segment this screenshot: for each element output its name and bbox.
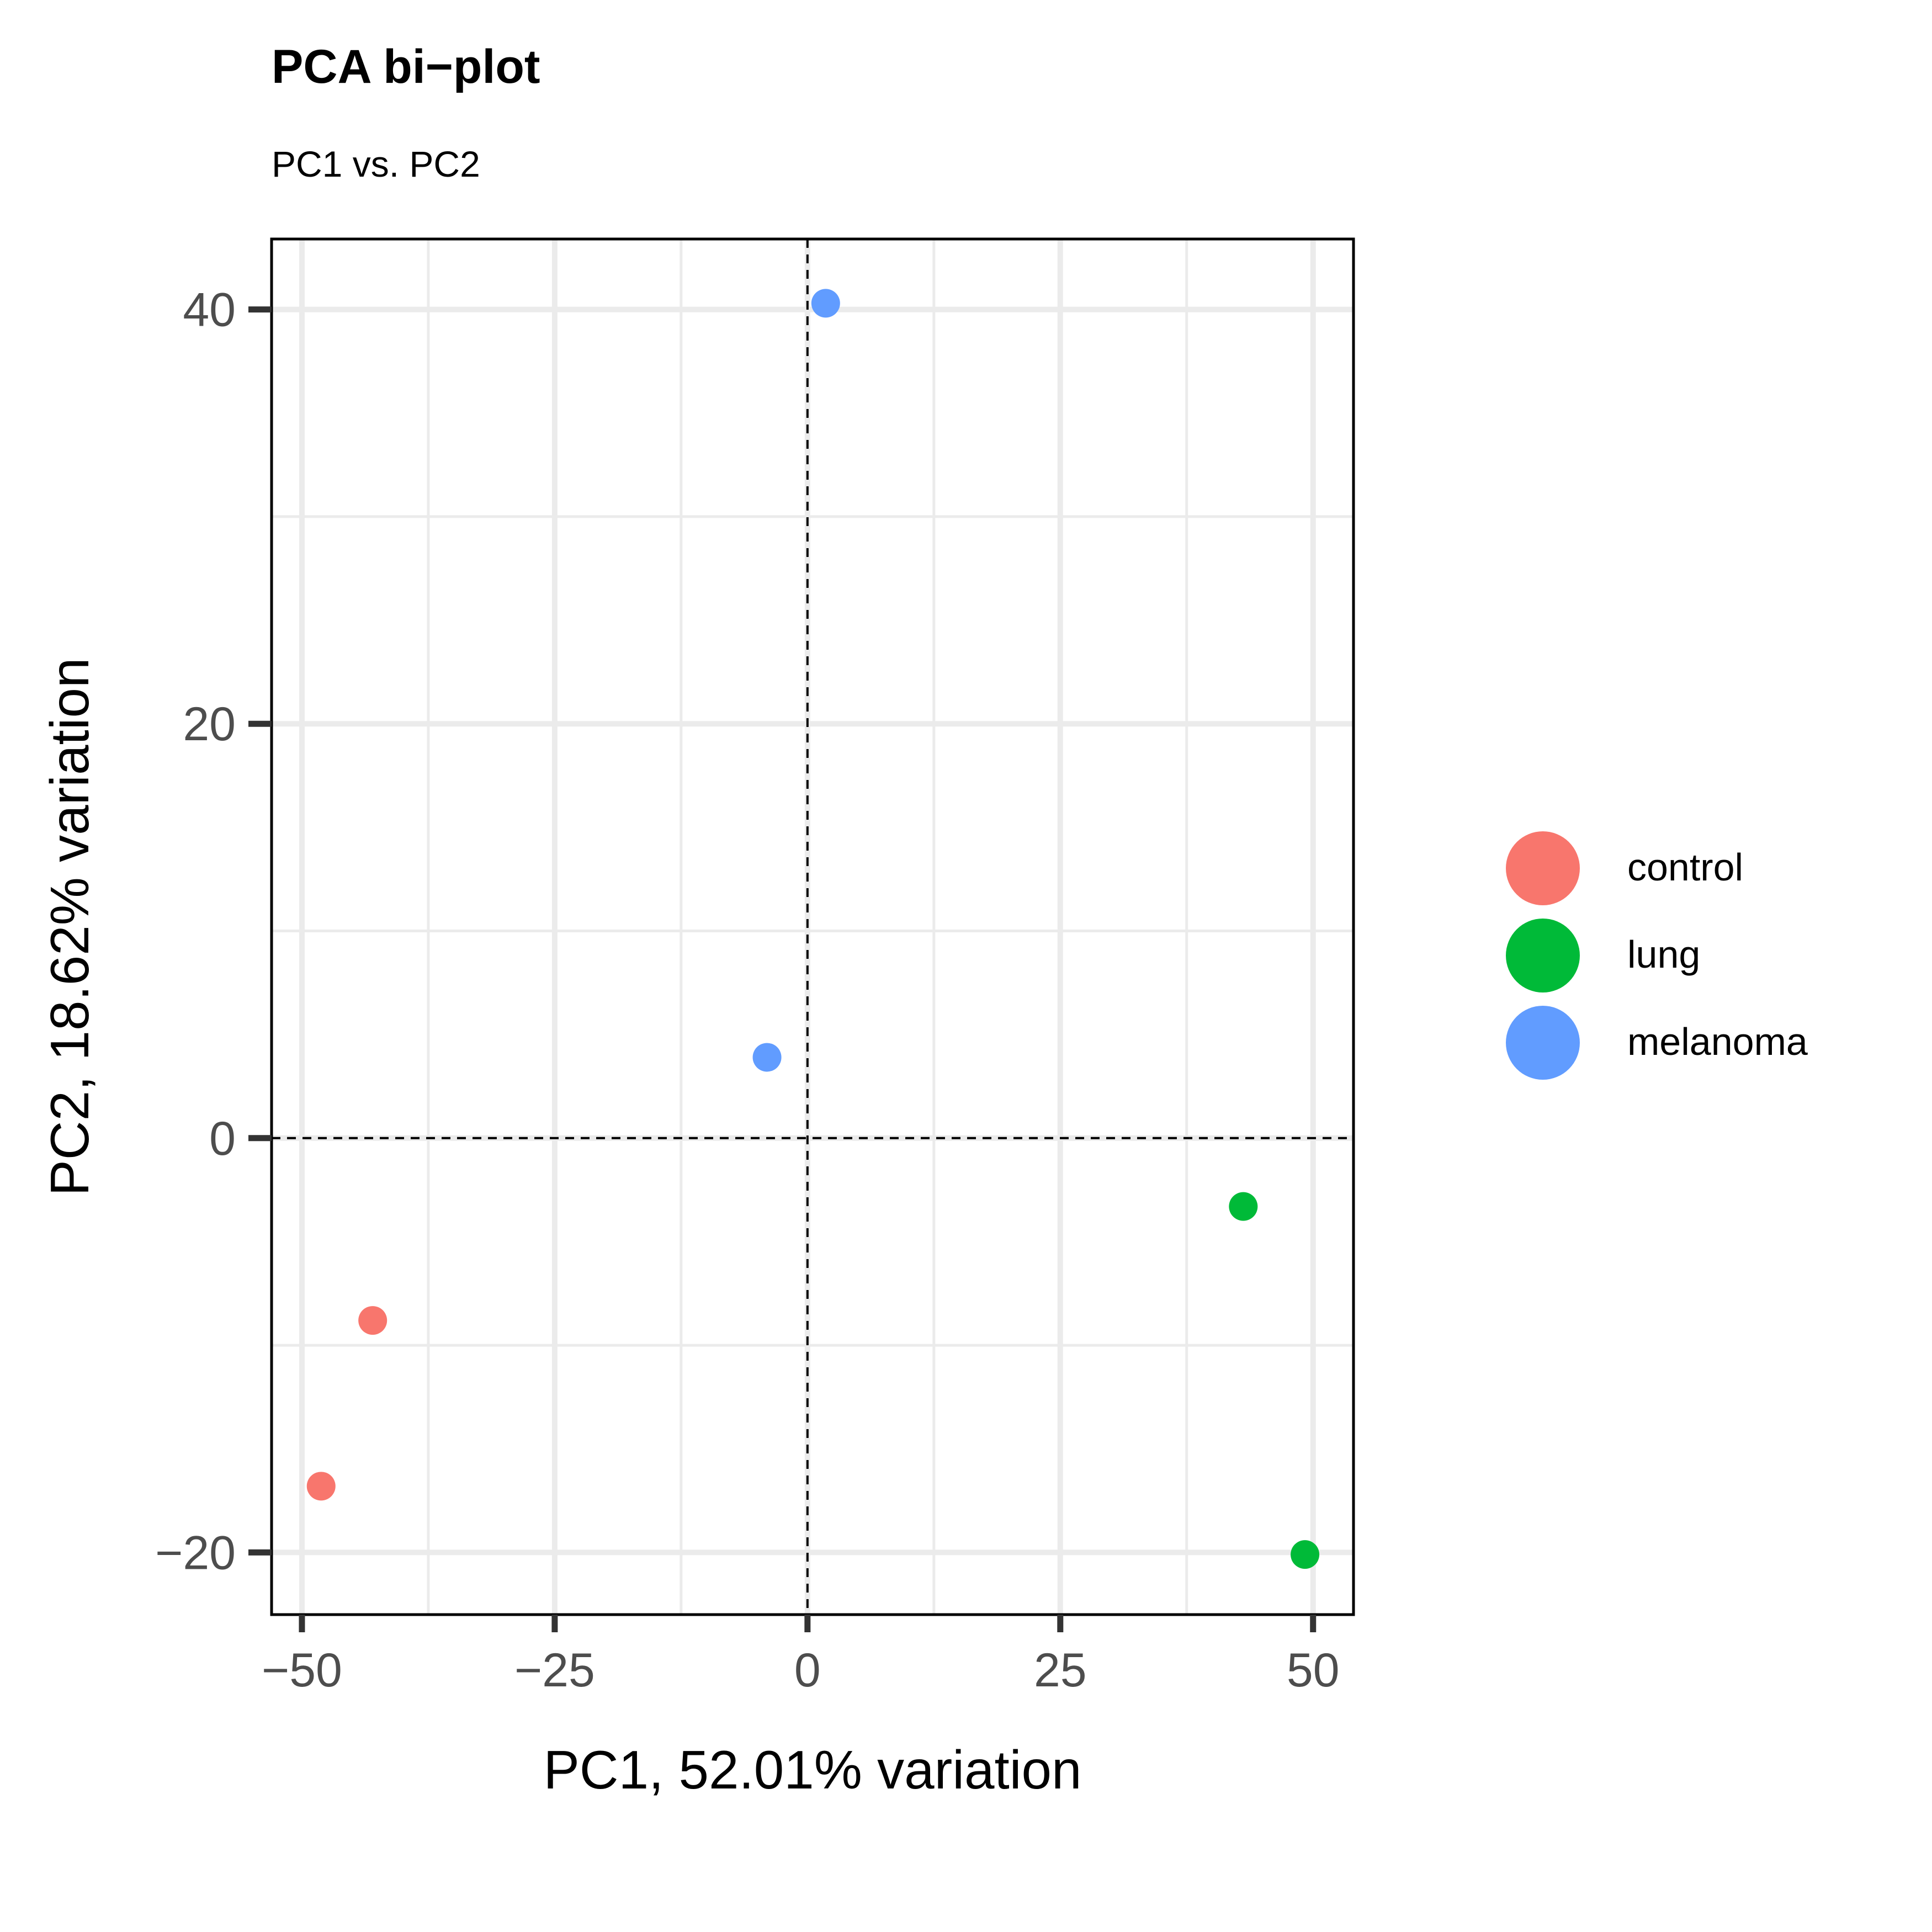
- data-point-melanoma: [752, 1043, 782, 1072]
- grid-lines: [272, 239, 1354, 1615]
- chart-title: PCA bi−plot: [272, 40, 540, 93]
- legend-label-lung: lung: [1627, 933, 1700, 976]
- legend-label-melanoma: melanoma: [1627, 1020, 1808, 1063]
- x-tick-label: −50: [262, 1644, 342, 1697]
- y-tick-label: 0: [209, 1112, 236, 1165]
- data-point-lung: [1229, 1192, 1258, 1221]
- y-axis-label: PC2, 18.62% variation: [39, 657, 100, 1196]
- chart-subtitle: PC1 vs. PC2: [272, 144, 480, 184]
- data-points: [306, 289, 1320, 1569]
- data-point-control: [306, 1472, 336, 1501]
- x-axis-label: PC1, 52.01% variation: [543, 1739, 1081, 1800]
- x-tick-label: 50: [1287, 1644, 1340, 1697]
- legend: control lung melanoma: [1506, 831, 1808, 1080]
- x-tick-label: 25: [1034, 1644, 1087, 1697]
- legend-label-control: control: [1627, 846, 1743, 889]
- data-point-lung: [1291, 1540, 1320, 1569]
- axis-ticks: −50 −25 0 25 50 −20 0 20 40: [155, 284, 1339, 1697]
- data-point-control: [358, 1306, 388, 1335]
- y-tick-label: 40: [183, 284, 236, 337]
- data-point-melanoma: [811, 289, 840, 318]
- legend-key-melanoma: [1506, 1006, 1580, 1080]
- plot-panel-border: [270, 237, 1355, 1616]
- x-tick-label: 0: [794, 1644, 821, 1697]
- x-tick-label: −25: [514, 1644, 595, 1697]
- y-tick-label: −20: [155, 1526, 236, 1579]
- legend-key-control: [1506, 831, 1580, 905]
- legend-key-lung: [1506, 919, 1580, 992]
- y-tick-label: 20: [183, 698, 236, 751]
- reference-lines: [272, 239, 1348, 1615]
